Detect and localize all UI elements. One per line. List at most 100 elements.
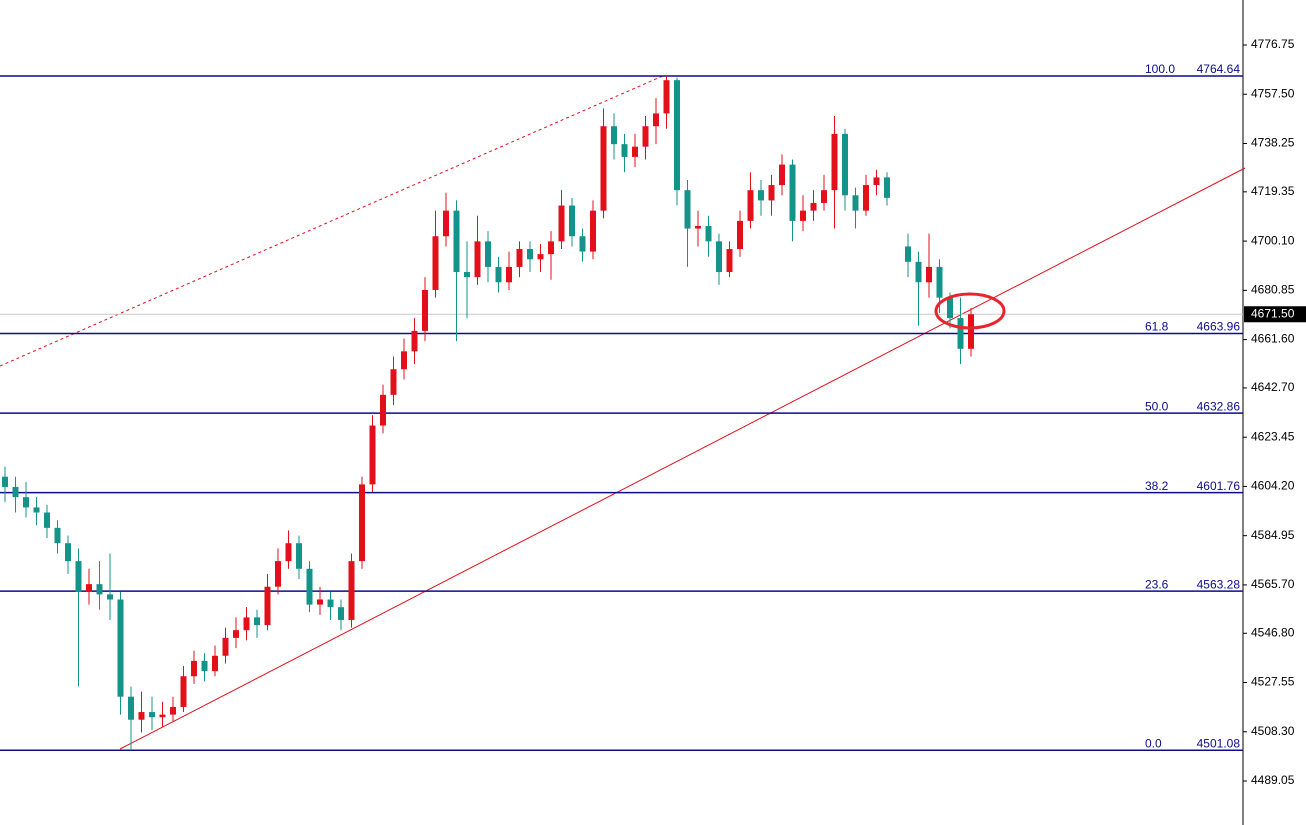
candle-body [170, 706, 176, 715]
y-tick-label: 4757.50 [1251, 86, 1295, 100]
candle-body [317, 599, 323, 605]
candle-body [569, 205, 575, 237]
candle-body [422, 289, 428, 331]
fib-price-label: 4632.86 [1197, 399, 1241, 413]
y-tick-label: 4623.45 [1251, 429, 1295, 443]
candle-body [653, 113, 659, 127]
candle-body [506, 266, 512, 283]
candle-body [810, 202, 817, 211]
candle-body [957, 318, 964, 349]
candle-body [915, 261, 922, 283]
y-tick-label: 4700.10 [1251, 233, 1295, 247]
y-tick-label: 4642.70 [1251, 380, 1295, 394]
candle-body [306, 568, 313, 605]
candle-body [936, 266, 943, 298]
candle-body [863, 185, 869, 211]
candle-body [401, 351, 407, 370]
candle-body [674, 80, 680, 191]
candle-body [842, 133, 848, 196]
candle-body [621, 144, 628, 157]
candle-body [873, 177, 880, 186]
candle-body [432, 236, 439, 290]
candle-body [149, 712, 155, 718]
candle-body [758, 190, 764, 201]
candle-body [411, 330, 418, 352]
candle-body [632, 146, 638, 157]
candle-body [968, 314, 974, 349]
candle-body [716, 241, 722, 273]
candle-body [695, 225, 701, 229]
last-price-box [1244, 306, 1306, 323]
candle-body [348, 561, 355, 620]
candle-body [684, 190, 691, 229]
candle-body [789, 164, 796, 221]
fib-level-label: 0.0 [1145, 736, 1162, 750]
candle-body [201, 660, 208, 672]
candle-body [474, 241, 481, 278]
candle-body [380, 394, 386, 426]
candle-body [33, 507, 40, 513]
y-tick-label: 4776.75 [1251, 37, 1295, 51]
candle-body [642, 126, 649, 147]
y-tick-label: 4680.85 [1251, 283, 1295, 297]
fib-price-label: 4501.08 [1197, 736, 1241, 750]
candle-body [233, 630, 239, 638]
highlight-circle [934, 292, 1006, 330]
candle-body [86, 584, 92, 592]
candle-body [558, 205, 565, 242]
candle-body [23, 497, 29, 508]
candle-body [75, 561, 82, 592]
candle-body [128, 696, 134, 720]
y-tick-label: 4584.95 [1251, 528, 1295, 542]
candle-body [737, 220, 743, 250]
plot: 4776.75 4757.50 4738.25 4719.35 4700.10 4680.… [0, 37, 1306, 787]
candle-body [947, 297, 953, 319]
candle-body [44, 512, 50, 528]
fib-price-label: 4663.96 [1197, 320, 1241, 334]
y-tick-label: 4508.30 [1251, 724, 1295, 738]
candle-body [453, 210, 460, 273]
candle-body [495, 266, 502, 283]
candle-body [138, 712, 145, 720]
candle-body [54, 527, 61, 544]
y-tick-label: 4565.70 [1251, 577, 1295, 591]
candle-body [338, 607, 344, 620]
trendline [119, 167, 1246, 750]
candle-body [527, 249, 533, 260]
candle-body [2, 476, 8, 487]
candle-body [159, 714, 166, 718]
candle-body [264, 586, 271, 626]
candle-body [821, 190, 827, 203]
fib-price-label: 4764.64 [1197, 62, 1241, 76]
fib-price-label: 4601.76 [1197, 479, 1241, 493]
candle-body [65, 543, 71, 562]
candle-body [926, 266, 932, 283]
candle-body [117, 599, 124, 697]
fib-level-label: 50.0 [1145, 399, 1169, 413]
candle-body [590, 210, 596, 252]
candle-body [359, 484, 365, 562]
fib-level-label: 61.8 [1145, 320, 1169, 334]
candle-body [107, 594, 113, 600]
candle-body [600, 126, 607, 211]
candle-body [537, 254, 544, 260]
candle-body [285, 543, 292, 562]
candle-body [390, 369, 397, 395]
candle-body [779, 164, 785, 186]
candle-body [516, 249, 523, 267]
candle-body [831, 133, 838, 191]
candle-body [705, 225, 712, 242]
candle-body [747, 190, 754, 221]
fib-level-label: 38.2 [1145, 479, 1169, 493]
candle-body [96, 584, 103, 595]
candle-body [369, 425, 376, 485]
candle-body [212, 655, 218, 672]
candle-body [191, 660, 197, 677]
candle-body [254, 617, 260, 626]
candle-body [443, 210, 449, 237]
y-tick-label: 4719.35 [1251, 184, 1295, 198]
candle-body [663, 80, 670, 114]
candle-body [327, 599, 334, 608]
